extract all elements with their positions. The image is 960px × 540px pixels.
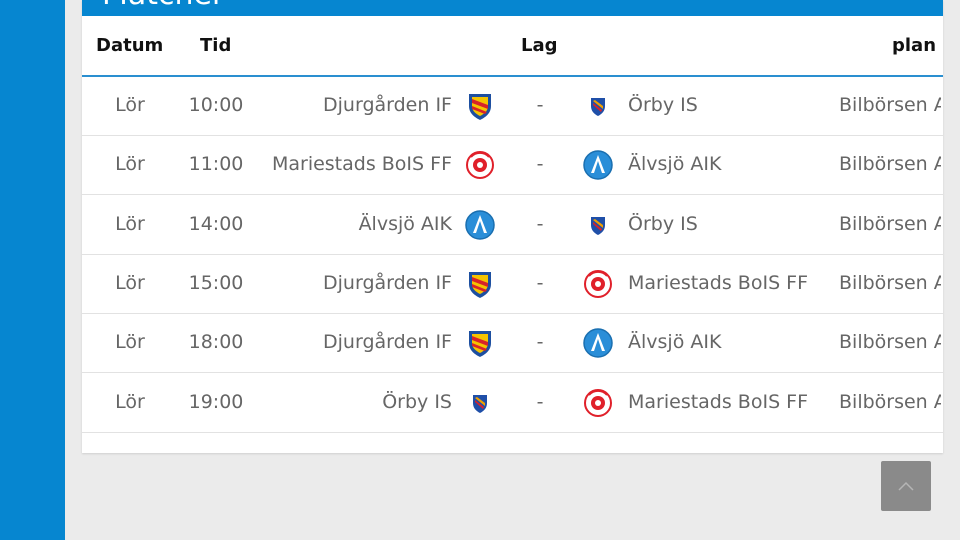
match-row: Lör 11:00 Mariestads BoIS FF - Älvsjö AIK Bil… xyxy=(82,135,943,196)
match-row: Lör 18:00 Djurgården IF - Älvsjö AIK Bilbörse… xyxy=(82,313,943,374)
col-header: Datum xyxy=(96,35,164,56)
away-team: Älvsjö AIK xyxy=(628,153,722,176)
matches-card: Matcher Datum Tid Lag plan Lör 10:00 Djurg… xyxy=(82,0,943,453)
day: Lör xyxy=(115,212,145,235)
home-team: Älvsjö AIK xyxy=(358,212,452,235)
home-team: Mariestads BoIS FF xyxy=(271,153,452,176)
day: Lör xyxy=(115,94,145,116)
day: Lör xyxy=(115,271,145,294)
separator: - xyxy=(536,212,544,235)
away-team: Örby IS xyxy=(628,94,698,116)
away-team: Älvsjö AIK xyxy=(628,331,722,354)
day: Lör xyxy=(115,390,145,413)
team-logo xyxy=(465,210,495,240)
card-header: Matcher xyxy=(82,0,943,16)
venue: Bilbörsen A xyxy=(839,271,941,294)
team-logo xyxy=(465,328,495,358)
time: 18:00 xyxy=(188,331,244,354)
match-row: Lör 14:00 Älvsjö AIK - Örby IS Bilbörsen A xyxy=(82,195,943,255)
separator: - xyxy=(536,271,544,294)
team-logo xyxy=(465,91,495,121)
team-logo xyxy=(465,388,495,418)
away-team: Mariestads BoIS FF xyxy=(628,390,809,413)
home-team: Djurgården IF xyxy=(323,271,452,294)
home-team: Örby IS xyxy=(382,390,452,413)
scroll-top-button[interactable] xyxy=(881,461,931,511)
separator: - xyxy=(536,390,544,413)
time: 14:00 xyxy=(188,212,244,235)
team-logo xyxy=(465,269,495,299)
separator: - xyxy=(536,331,544,354)
team-logo xyxy=(583,150,613,180)
match-row: Lör 15:00 Djurgården IF - Mariestads BoIS FF… xyxy=(82,254,943,314)
venue: Bilbörsen A xyxy=(839,390,941,413)
time: 15:00 xyxy=(188,271,244,294)
time: 11:00 xyxy=(188,153,244,176)
separator: - xyxy=(536,94,544,116)
col-header: Lag xyxy=(521,35,558,56)
time: 10:00 xyxy=(188,94,244,116)
card-title: Matcher xyxy=(102,0,224,12)
team-logo xyxy=(465,150,495,180)
venue: Bilbörsen A xyxy=(839,331,941,354)
time: 19:00 xyxy=(188,390,244,413)
away-team: Örby IS xyxy=(628,212,698,235)
venue: Bilbörsen A xyxy=(839,94,941,116)
home-team: Djurgården IF xyxy=(323,94,452,116)
team-logo xyxy=(583,91,613,121)
home-team: Djurgården IF xyxy=(323,331,452,354)
day: Lör xyxy=(115,331,145,354)
team-logo xyxy=(583,388,613,418)
day: Lör xyxy=(115,153,145,176)
team-logo xyxy=(583,269,613,299)
venue: Bilbörsen A xyxy=(839,212,941,235)
team-logo xyxy=(583,328,613,358)
match-row: Lör 10:00 Djurgården IF - Örby IS Bilbörsen A xyxy=(82,76,943,136)
col-header: Tid xyxy=(200,35,232,56)
team-logo xyxy=(583,210,613,240)
separator: - xyxy=(536,153,544,176)
sidebar xyxy=(0,0,65,540)
match-row: Lör 19:00 Örby IS - Mariestads BoIS FF Bilbör… xyxy=(82,373,943,433)
header-divider xyxy=(82,75,943,77)
venue: Bilbörsen A xyxy=(839,153,941,176)
col-header: plan xyxy=(892,35,937,56)
chevron-icon xyxy=(898,481,914,491)
away-team: Mariestads BoIS FF xyxy=(628,271,809,294)
